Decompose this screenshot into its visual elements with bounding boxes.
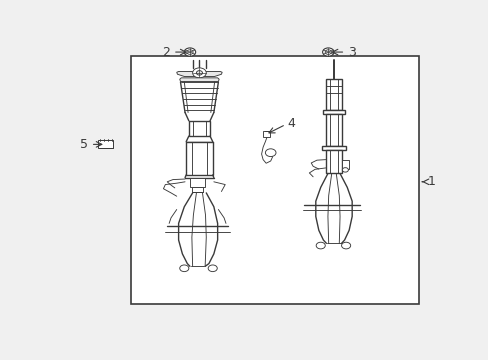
- Circle shape: [265, 149, 275, 157]
- Polygon shape: [186, 141, 212, 175]
- Circle shape: [208, 265, 217, 271]
- Polygon shape: [180, 82, 218, 112]
- Circle shape: [342, 168, 347, 172]
- Polygon shape: [325, 79, 342, 110]
- Circle shape: [316, 242, 325, 249]
- Text: 2: 2: [162, 46, 170, 59]
- Text: 4: 4: [287, 117, 295, 130]
- Bar: [98, 140, 112, 148]
- Bar: [263, 131, 270, 138]
- Polygon shape: [321, 146, 346, 150]
- Circle shape: [192, 68, 206, 78]
- Polygon shape: [322, 110, 345, 114]
- Polygon shape: [325, 114, 342, 146]
- Circle shape: [322, 48, 333, 56]
- Circle shape: [186, 50, 193, 54]
- Text: 3: 3: [347, 46, 355, 59]
- Circle shape: [325, 50, 331, 54]
- Bar: [189, 177, 205, 187]
- Circle shape: [180, 265, 188, 271]
- Bar: [341, 159, 348, 169]
- Polygon shape: [176, 72, 222, 76]
- Text: 1: 1: [427, 175, 435, 188]
- Polygon shape: [180, 78, 219, 81]
- Polygon shape: [188, 121, 210, 136]
- Bar: [192, 187, 203, 192]
- Circle shape: [184, 48, 195, 56]
- Circle shape: [341, 242, 350, 249]
- Polygon shape: [325, 150, 342, 174]
- Bar: [131, 56, 418, 304]
- Text: 5: 5: [80, 138, 87, 151]
- Circle shape: [196, 71, 202, 75]
